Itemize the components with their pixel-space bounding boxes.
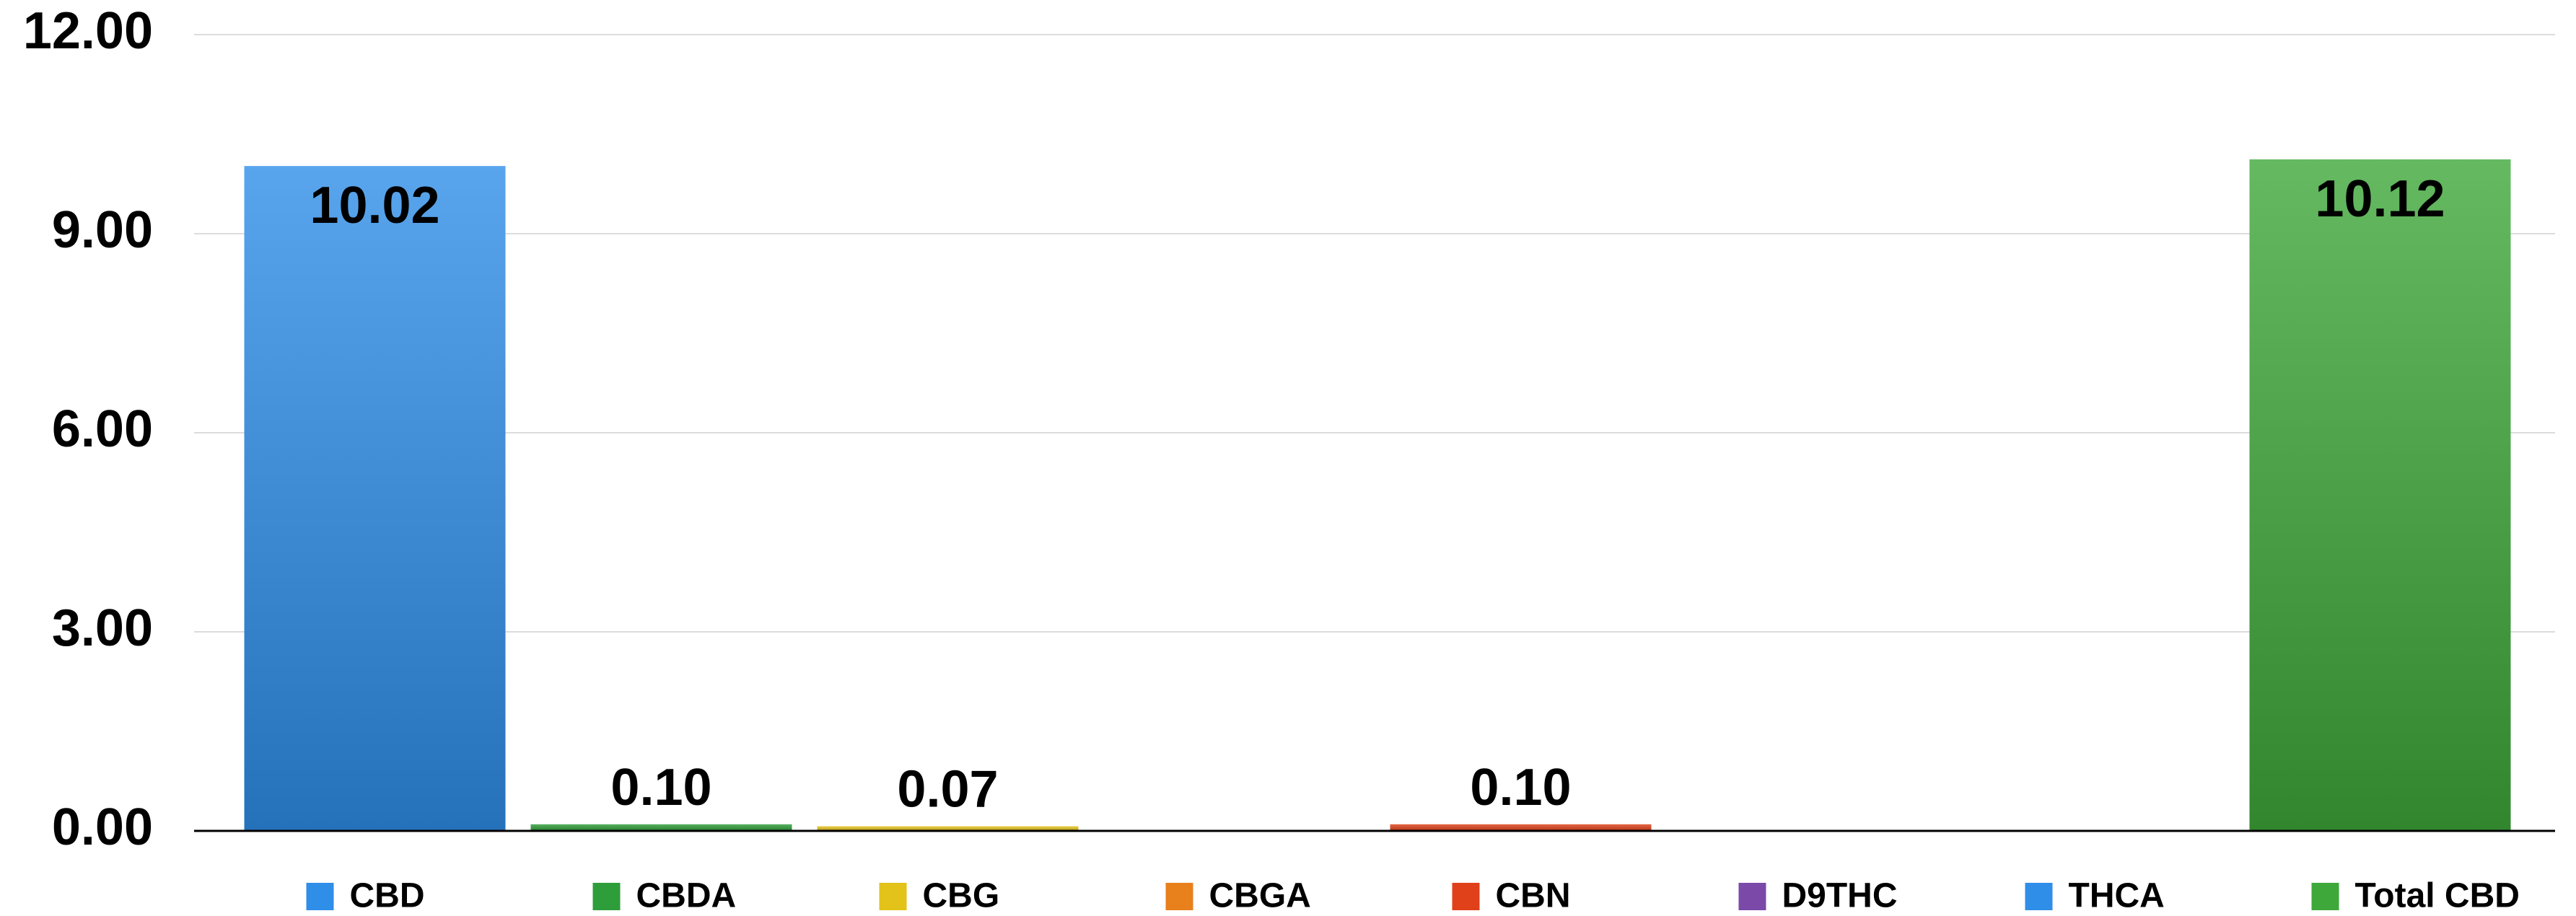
legend-label: THCA: [2069, 877, 2165, 915]
y-tick-label: 9.00: [52, 201, 153, 259]
bar: [244, 166, 506, 831]
legend-swatch: [592, 883, 621, 910]
legend-swatch: [2025, 883, 2053, 910]
legend-swatch: [1165, 883, 1193, 910]
legend-label: CBGA: [1209, 877, 1311, 915]
legend-label: CBN: [1496, 877, 1571, 915]
y-tick-label: 12.00: [23, 2, 153, 60]
y-tick-label: 0.00: [52, 798, 153, 856]
legend-swatch: [1452, 883, 1480, 910]
bar: [2249, 159, 2511, 831]
legend-swatch: [2311, 883, 2339, 910]
data-label: 10.02: [310, 177, 439, 234]
y-tick-label: 3.00: [52, 599, 153, 657]
bar: [1390, 824, 1652, 831]
data-label: 0.07: [897, 761, 998, 819]
legend-swatch: [306, 883, 334, 910]
legend-label: Total CBD: [2355, 877, 2520, 915]
data-label: 0.10: [1470, 759, 1571, 816]
data-label: 0.10: [610, 759, 711, 816]
bar: [817, 826, 1079, 831]
legend-label: CBD: [350, 877, 425, 915]
y-tick-label: 6.00: [52, 400, 153, 458]
legend-label: CBDA: [636, 877, 737, 915]
legend-label: D9THC: [1782, 877, 1898, 915]
bar: [530, 824, 792, 831]
legend-label: CBG: [923, 877, 1000, 915]
legend-swatch: [879, 883, 907, 910]
data-label: 10.12: [2315, 170, 2445, 228]
legend-swatch: [1738, 883, 1766, 910]
